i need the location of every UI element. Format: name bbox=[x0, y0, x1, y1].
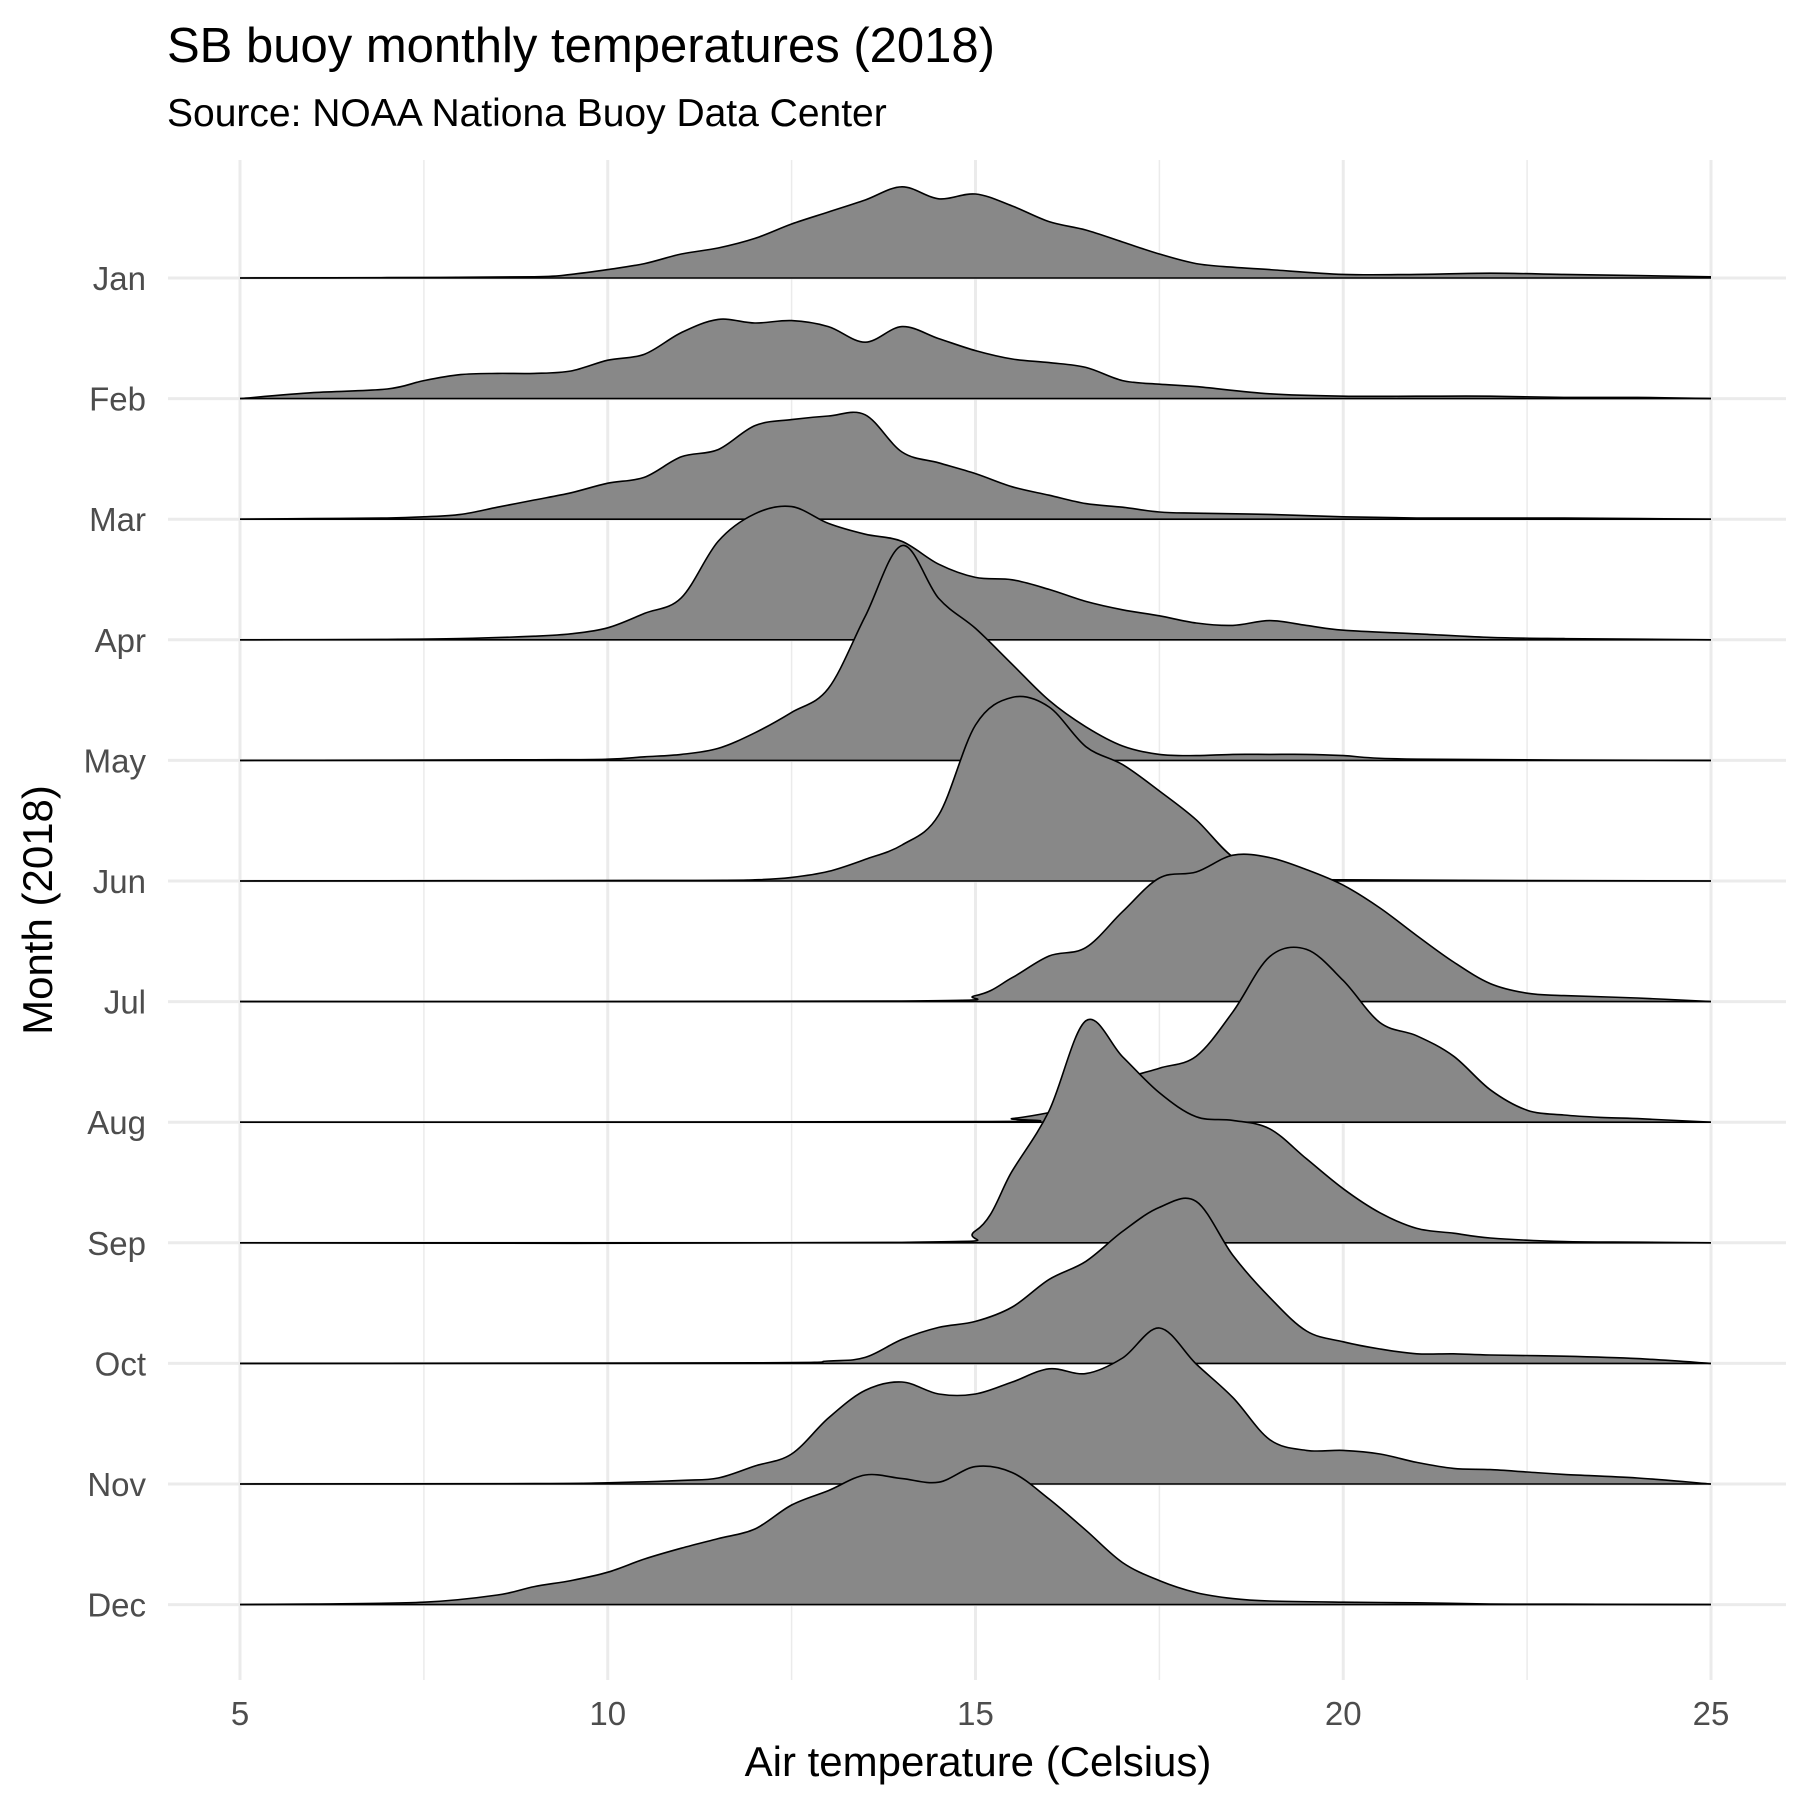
ridge-fill-feb bbox=[240, 319, 1711, 399]
y-axis-label: Month (2018) bbox=[14, 785, 61, 1035]
ridge-line-nov bbox=[239, 1327, 1712, 1485]
ridge-fill-jan bbox=[240, 186, 1711, 278]
ridge-mar bbox=[239, 411, 1712, 521]
ridge-line-feb bbox=[239, 318, 1712, 400]
x-tick-label: 10 bbox=[589, 1695, 626, 1732]
x-axis-label: Air temperature (Celsius) bbox=[745, 1738, 1212, 1785]
ridge-line-jul bbox=[239, 853, 1712, 1003]
chart-title: SB buoy monthly temperatures (2018) bbox=[167, 19, 995, 73]
ridge-fill-jul bbox=[240, 854, 1711, 1002]
ridge-jan bbox=[239, 185, 1712, 279]
ridge-line-jan bbox=[239, 185, 1712, 279]
y-tick-label-aug: Aug bbox=[87, 1104, 146, 1141]
x-tick-label: 5 bbox=[231, 1695, 249, 1732]
ridge-line-mar bbox=[239, 411, 1712, 520]
ridge-fill-mar bbox=[240, 412, 1711, 520]
x-tick-label: 25 bbox=[1693, 1695, 1730, 1732]
ridge-line-apr bbox=[239, 505, 1712, 641]
ridge-fill-aug bbox=[240, 947, 1711, 1123]
ridges bbox=[239, 185, 1712, 1606]
ridge-fill-may bbox=[240, 545, 1711, 761]
y-tick-label-apr: Apr bbox=[95, 622, 146, 659]
y-tick-label-jun: Jun bbox=[93, 863, 146, 900]
ridge-jun bbox=[239, 695, 1712, 882]
tick-labels: Jan Feb Mar Apr May Jun Jul Aug Sep Oct Nov Dec 5 10 1… bbox=[84, 260, 1730, 1732]
ridge-jul bbox=[239, 853, 1712, 1003]
ridge-dec bbox=[239, 1465, 1712, 1606]
ridge-line-aug bbox=[239, 946, 1712, 1123]
chart-subtitle: Source: NOAA Nationa Buoy Data Center bbox=[167, 92, 887, 135]
ridge-sep bbox=[239, 1018, 1712, 1245]
ridge-line-dec bbox=[239, 1465, 1712, 1606]
x-tick-label: 15 bbox=[957, 1695, 994, 1732]
y-tick-label-mar: Mar bbox=[89, 501, 146, 538]
ridge-fill-oct bbox=[240, 1198, 1711, 1364]
x-tick-label: 20 bbox=[1325, 1695, 1362, 1732]
ridge-feb bbox=[239, 318, 1712, 400]
ridge-line-oct bbox=[239, 1197, 1712, 1365]
ridge-aug bbox=[239, 946, 1712, 1123]
y-tick-label-nov: Nov bbox=[87, 1466, 146, 1503]
ridge-line-may bbox=[239, 544, 1712, 762]
y-tick-label-feb: Feb bbox=[89, 381, 146, 418]
ridge-line-sep bbox=[239, 1018, 1712, 1245]
ridge-fill-jun bbox=[240, 696, 1711, 881]
ridge-fill-dec bbox=[240, 1466, 1711, 1605]
y-tick-label-oct: Oct bbox=[95, 1345, 146, 1382]
ridge-fill-nov bbox=[240, 1327, 1711, 1484]
y-tick-label-jan: Jan bbox=[93, 260, 146, 297]
y-tick-label-jul: Jul bbox=[104, 984, 146, 1021]
y-tick-label-may: May bbox=[84, 742, 147, 779]
ridge-oct bbox=[239, 1197, 1712, 1365]
ridge-fill-apr bbox=[240, 506, 1711, 640]
y-tick-label-dec: Dec bbox=[87, 1587, 146, 1624]
y-tick-label-sep: Sep bbox=[87, 1225, 146, 1262]
